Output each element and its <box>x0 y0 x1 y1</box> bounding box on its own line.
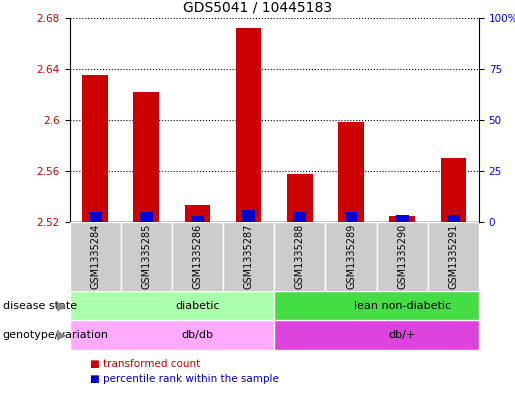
Text: diabetic: diabetic <box>175 301 220 310</box>
Text: db/db: db/db <box>181 330 214 340</box>
Bar <box>376 222 428 291</box>
Bar <box>140 212 152 222</box>
Bar <box>325 222 376 291</box>
Text: genotype/variation: genotype/variation <box>3 330 109 340</box>
Bar <box>223 222 274 291</box>
Bar <box>172 222 223 291</box>
Bar <box>274 291 479 320</box>
Bar <box>70 291 274 320</box>
Bar <box>396 215 408 222</box>
Text: GSM1335287: GSM1335287 <box>244 224 254 289</box>
Text: lean non-diabetic: lean non-diabetic <box>354 301 451 310</box>
Text: disease state: disease state <box>3 301 77 310</box>
Bar <box>338 123 364 222</box>
Bar <box>82 75 108 222</box>
Bar <box>70 320 274 350</box>
Bar <box>428 222 479 291</box>
Text: GSM1335284: GSM1335284 <box>90 224 100 289</box>
Bar <box>274 222 325 291</box>
Bar <box>121 222 172 291</box>
Bar <box>294 212 306 222</box>
Bar <box>133 92 159 222</box>
Text: GSM1335288: GSM1335288 <box>295 224 305 289</box>
Text: ▶: ▶ <box>57 299 67 312</box>
Bar <box>274 320 479 350</box>
Text: ■ percentile rank within the sample: ■ percentile rank within the sample <box>90 374 279 384</box>
Text: GDS5041 / 10445183: GDS5041 / 10445183 <box>183 1 332 15</box>
Text: ■ transformed count: ■ transformed count <box>90 358 200 369</box>
Text: GSM1335285: GSM1335285 <box>141 224 151 289</box>
Text: GSM1335286: GSM1335286 <box>193 224 202 289</box>
Bar <box>236 28 262 222</box>
Bar <box>242 210 255 222</box>
Bar <box>70 222 121 291</box>
Text: db/+: db/+ <box>388 330 416 340</box>
Bar <box>185 206 210 222</box>
Text: GSM1335291: GSM1335291 <box>449 224 458 289</box>
Bar <box>89 212 101 222</box>
Bar <box>191 216 204 222</box>
Bar <box>440 158 466 222</box>
Bar <box>345 212 357 222</box>
Bar <box>287 174 313 222</box>
Text: ▶: ▶ <box>57 329 67 342</box>
Text: GSM1335289: GSM1335289 <box>346 224 356 289</box>
Text: GSM1335290: GSM1335290 <box>397 224 407 289</box>
Bar <box>389 216 415 222</box>
Bar <box>447 215 460 222</box>
